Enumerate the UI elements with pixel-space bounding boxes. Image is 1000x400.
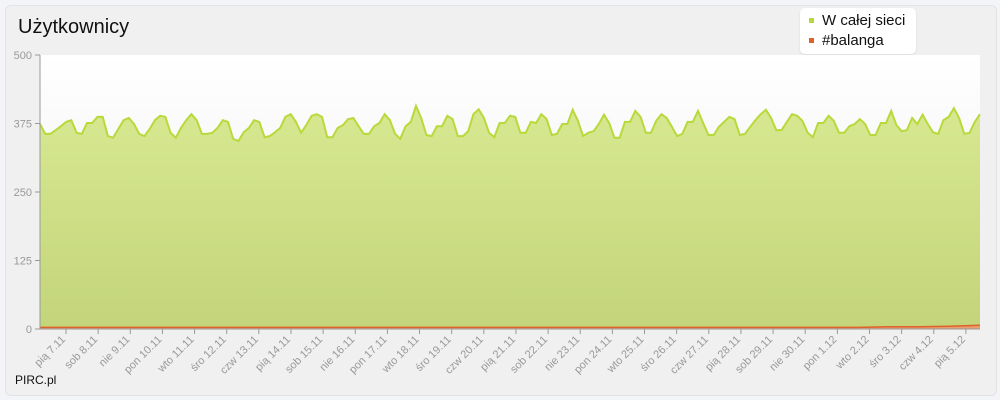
legend-label: #balanga: [822, 32, 884, 49]
y-tick-label: 500: [14, 50, 32, 62]
y-tick-label: 125: [14, 256, 32, 268]
x-tick-label: nie 30.11: [767, 334, 807, 374]
y-tick-label: 250: [14, 187, 32, 199]
legend-swatch-icon: [809, 38, 814, 43]
x-tick-label: sob 8.11: [63, 334, 101, 372]
chart-title: Użytkownicy: [18, 16, 130, 38]
x-tick-label: pon 1.12: [801, 334, 840, 373]
series-line-balanga: [40, 324, 981, 329]
legend-swatch-icon: [809, 18, 814, 23]
x-tick-label: pią 5.12: [932, 334, 968, 370]
series-area-network: [40, 106, 980, 329]
x-tick-label: czw 4.12: [897, 334, 936, 373]
series-line-network: [39, 103, 981, 143]
legend-label: W całej sieci: [822, 12, 906, 29]
legend: W całej sieci #balanga: [800, 8, 916, 54]
legend-item-network[interactable]: W całej sieci: [809, 12, 905, 29]
y-tick-label: 375: [14, 119, 32, 131]
footer-brand: PIRC.pl: [15, 373, 57, 387]
x-tick-label: wto 2.12: [833, 334, 872, 373]
legend-item-balanga[interactable]: #balanga: [809, 32, 884, 49]
y-tick-label: 0: [26, 324, 32, 336]
